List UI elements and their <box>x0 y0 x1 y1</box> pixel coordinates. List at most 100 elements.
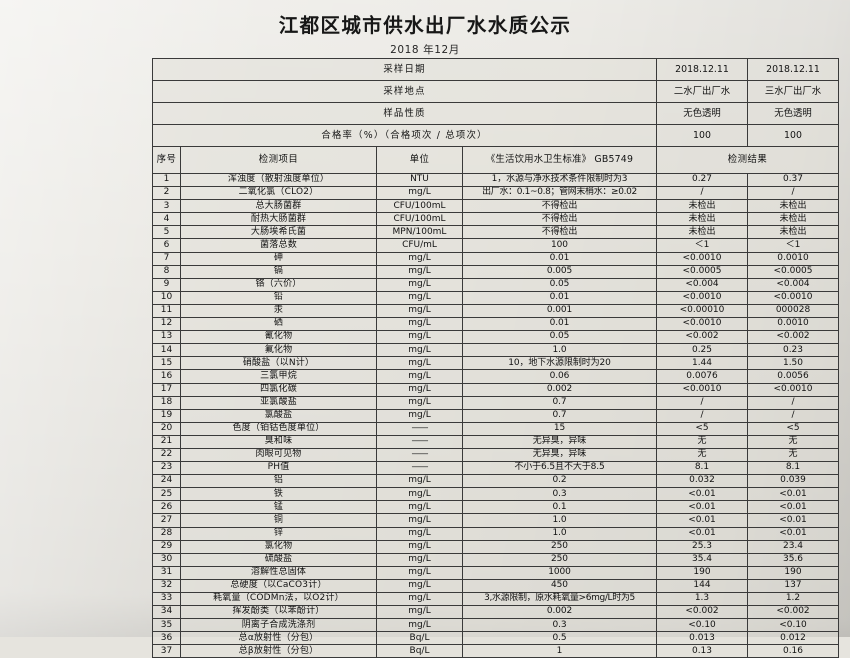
row-item-name: 总β放射性（分包） <box>180 644 377 658</box>
row-result-plant-2: <0.0010 <box>656 317 748 332</box>
row-result-plant-2: / <box>656 186 748 201</box>
row-unit: Bq/L <box>376 631 463 646</box>
row-item-name: 总α放射性（分包） <box>180 631 377 646</box>
page-title: 江都区城市供水出厂水水质公示 <box>278 14 572 37</box>
meta-row: 合格率（%）（合格项次 / 总项次） 100 100 <box>152 124 839 147</box>
row-unit: mg/L <box>376 618 463 633</box>
row-item-name: 四氯化碳 <box>180 382 377 397</box>
row-item-name: 大肠埃希氏菌 <box>180 225 377 240</box>
row-result-plant-2: 190 <box>656 565 748 580</box>
row-standard-limit: 1000 <box>462 565 657 580</box>
row-standard-limit: 0.7 <box>462 395 657 410</box>
meta-value-plant-2: 100 <box>656 124 748 147</box>
row-result-plant-3: 1.50 <box>747 356 839 371</box>
row-result-plant-3: 35.6 <box>747 552 839 567</box>
row-result-plant-3: / <box>747 408 839 423</box>
row-index: 22 <box>152 447 181 463</box>
row-result-plant-2: 8.1 <box>656 461 748 476</box>
table-row: 36 总α放射性（分包） Bq/L 0.5 0.013 0.012 <box>152 631 839 646</box>
row-result-plant-2: <0.10 <box>656 618 748 633</box>
meta-row: 采样日期 2018.12.11 2018.12.11 <box>152 58 839 81</box>
row-result-plant-3: <0.01 <box>747 513 839 528</box>
row-index: 25 <box>152 487 181 502</box>
row-item-name: 铬（六价） <box>180 277 377 292</box>
row-standard-limit: 250 <box>462 539 657 554</box>
row-unit: mg/L <box>376 565 463 580</box>
document-header: 江都区城市供水出厂水水质公示 2018 年12月 <box>0 14 850 57</box>
row-standard-limit: 3,水源限制，原水耗氧量>6mg/L时为5 <box>462 591 657 607</box>
row-item-name: 硫酸盐 <box>180 552 377 567</box>
row-index: 20 <box>152 421 181 436</box>
table-row: 5 大肠埃希氏菌 MPN/100mL 不得检出 未检出 未检出 <box>152 225 839 240</box>
row-standard-limit: 10，地下水源限制时为20 <box>462 356 657 371</box>
table-row: 23 PH值 —— 不小于6.5且不大于8.5 8.1 8.1 <box>152 461 839 476</box>
row-result-plant-2: <0.01 <box>656 513 748 528</box>
row-result-plant-3: 0.0010 <box>747 317 839 332</box>
row-standard-limit: 1，水源与净水技术条件限制时为3 <box>462 172 657 188</box>
table-row: 16 三氯甲烷 mg/L 0.06 0.0076 0.0056 <box>152 369 839 384</box>
column-header-results: 检测结果 <box>656 146 839 174</box>
row-result-plant-2: <0.00010 <box>656 303 748 319</box>
row-index: 7 <box>152 251 181 266</box>
row-item-name: 氯酸盐 <box>180 408 377 423</box>
column-header-row: 序号 检测项目 单位 《生活饮用水卫生标准》 GB5749 检测结果 <box>152 146 839 174</box>
row-item-name: 铝 <box>180 474 377 489</box>
row-unit: mg/L <box>376 526 463 541</box>
meta-value-plant-2: 二水厂出厂水 <box>656 80 748 103</box>
row-result-plant-2: <5 <box>656 421 748 436</box>
row-standard-limit: 不得检出 <box>462 199 657 214</box>
row-standard-limit: 不小于6.5且不大于8.5 <box>462 461 657 476</box>
row-index: 3 <box>152 199 181 214</box>
row-result-plant-3: / <box>747 395 839 410</box>
row-unit: —— <box>376 421 463 436</box>
row-result-plant-2: 0.13 <box>656 644 748 658</box>
row-result-plant-3: 0.37 <box>747 172 839 188</box>
table-row: 37 总β放射性（分包） Bq/L 1 0.13 0.16 <box>152 644 839 658</box>
table-row: 6 菌落总数 CFU/mL 100 ＜1 ＜1 <box>152 238 839 253</box>
row-result-plant-3: 8.1 <box>747 461 839 476</box>
row-unit: mg/L <box>376 369 463 384</box>
row-result-plant-2: 0.013 <box>656 631 748 646</box>
report-period: 2018 年12月 <box>390 44 460 57</box>
meta-row-label: 采样日期 <box>152 58 657 81</box>
row-index: 2 <box>152 186 181 201</box>
row-unit: mg/L <box>376 343 463 358</box>
row-standard-limit: 0.002 <box>462 605 657 620</box>
row-result-plant-2: 无 <box>656 447 748 463</box>
row-result-plant-3: <0.002 <box>747 605 839 620</box>
row-index: 32 <box>152 578 181 594</box>
row-item-name: 汞 <box>180 303 377 319</box>
meta-row-label: 合格率（%）（合格项次 / 总项次） <box>152 124 657 147</box>
row-item-name: 阴离子合成洗涤剂 <box>180 618 377 633</box>
row-standard-limit: 0.05 <box>462 330 657 345</box>
row-unit: —— <box>376 447 463 463</box>
row-result-plant-3: <0.0010 <box>747 382 839 397</box>
water-quality-table: 采样日期 2018.12.11 2018.12.11 采样地点 二水厂出厂水 三水厂出厂水… <box>152 58 839 658</box>
row-result-plant-2: <0.0010 <box>656 382 748 397</box>
row-unit: mg/L <box>376 591 463 607</box>
water-quality-report-page: 江都区城市供水出厂水水质公示 2018 年12月 采样日期 2018.12.11 2… <box>0 14 850 658</box>
row-result-plant-3: 0.0056 <box>747 369 839 384</box>
row-index: 10 <box>152 290 181 305</box>
meta-value-plant-2: 无色透明 <box>656 102 748 125</box>
table-row: 31 溶解性总固体 mg/L 1000 190 190 <box>152 565 839 580</box>
row-standard-limit: 0.3 <box>462 618 657 633</box>
row-item-name: 锌 <box>180 526 377 541</box>
row-result-plant-2: / <box>656 408 748 423</box>
row-standard-limit: 450 <box>462 578 657 594</box>
row-unit: mg/L <box>376 487 463 502</box>
row-result-plant-3: 190 <box>747 565 839 580</box>
row-item-name: 耗氧量（CODMn法，以O2计） <box>180 591 377 607</box>
row-index: 12 <box>152 317 181 332</box>
row-index: 36 <box>152 631 181 646</box>
row-index: 26 <box>152 500 181 515</box>
column-header-unit: 单位 <box>376 146 463 174</box>
row-index: 37 <box>152 644 181 658</box>
row-index: 27 <box>152 513 181 528</box>
row-result-plant-2: <0.01 <box>656 500 748 515</box>
row-item-name: 耐热大肠菌群 <box>180 212 377 227</box>
row-unit: mg/L <box>376 513 463 528</box>
row-index: 21 <box>152 434 181 449</box>
row-unit: mg/L <box>376 474 463 489</box>
row-standard-limit: 0.2 <box>462 474 657 489</box>
